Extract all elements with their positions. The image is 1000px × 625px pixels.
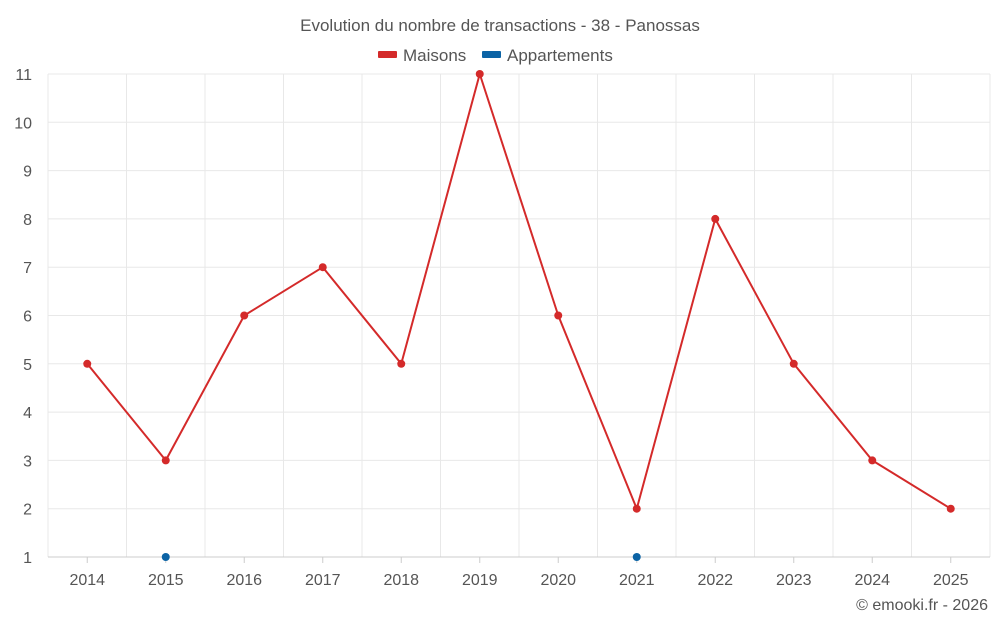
legend-item-maisons[interactable]: Maisons (378, 46, 466, 65)
series (83, 70, 955, 561)
y-tick-label: 2 (23, 502, 32, 519)
y-tick-label: 1 (23, 550, 32, 567)
data-point-maisons-2024[interactable] (868, 456, 877, 465)
x-tick-label: 2015 (148, 572, 184, 589)
y-tick-label: 4 (23, 405, 32, 422)
y-tick-label: 7 (23, 260, 32, 277)
legend-swatch-appartements (482, 51, 501, 58)
data-point-maisons-2022[interactable] (711, 214, 720, 223)
y-tick-label: 10 (14, 115, 32, 132)
data-point-maisons-2015[interactable] (161, 456, 170, 465)
chart-title: Evolution du nombre de transactions - 38… (300, 16, 700, 35)
data-point-appartements-2015[interactable] (161, 553, 170, 561)
x-tick-label: 2014 (69, 572, 105, 589)
axes: 1 2 3 4 5 6 7 8 9 10 11 2014 2015 2016 2017 2018 2019 202… (14, 67, 990, 589)
data-point-maisons-2023[interactable] (789, 359, 798, 368)
series-appartements (161, 553, 641, 561)
x-tick-label: 2019 (462, 572, 498, 589)
x-tick-label: 2018 (383, 572, 419, 589)
data-point-appartements-2021[interactable] (632, 553, 641, 561)
data-point-maisons-2014[interactable] (83, 359, 92, 368)
series-line-maisons (86, 73, 952, 510)
y-tick-label: 8 (23, 212, 32, 229)
x-tick-label: 2021 (619, 572, 655, 589)
legend-label-appartements: Appartements (507, 46, 613, 65)
credit-text: © emooki.fr - 2026 (856, 597, 988, 614)
x-tick-label: 2023 (776, 572, 812, 589)
y-tick-label: 11 (15, 67, 32, 84)
data-point-maisons-2025[interactable] (946, 504, 955, 513)
y-tick-label: 9 (23, 164, 32, 181)
legend-swatch-maisons (378, 51, 397, 58)
legend: Maisons Appartements (378, 46, 613, 65)
series-maisons (83, 70, 955, 513)
data-point-maisons-2019[interactable] (475, 70, 484, 78)
legend-item-appartements[interactable]: Appartements (482, 46, 613, 65)
x-tick-label: 2024 (854, 572, 890, 589)
x-tick-label: 2025 (933, 572, 969, 589)
data-point-maisons-2016[interactable] (240, 311, 249, 320)
data-point-maisons-2020[interactable] (554, 311, 563, 320)
data-point-maisons-2018[interactable] (397, 359, 406, 368)
y-tick-label: 6 (23, 309, 32, 326)
y-tick-label: 3 (23, 453, 32, 470)
x-tick-label: 2017 (305, 572, 341, 589)
legend-label-maisons: Maisons (403, 46, 466, 65)
y-tick-label: 5 (23, 357, 32, 374)
x-tick-label: 2016 (226, 572, 262, 589)
x-tick-label: 2020 (540, 572, 576, 589)
data-point-maisons-2017[interactable] (318, 263, 327, 272)
data-point-maisons-2021[interactable] (632, 504, 641, 513)
gridlines (47, 73, 991, 557)
x-tick-label: 2022 (697, 572, 733, 589)
